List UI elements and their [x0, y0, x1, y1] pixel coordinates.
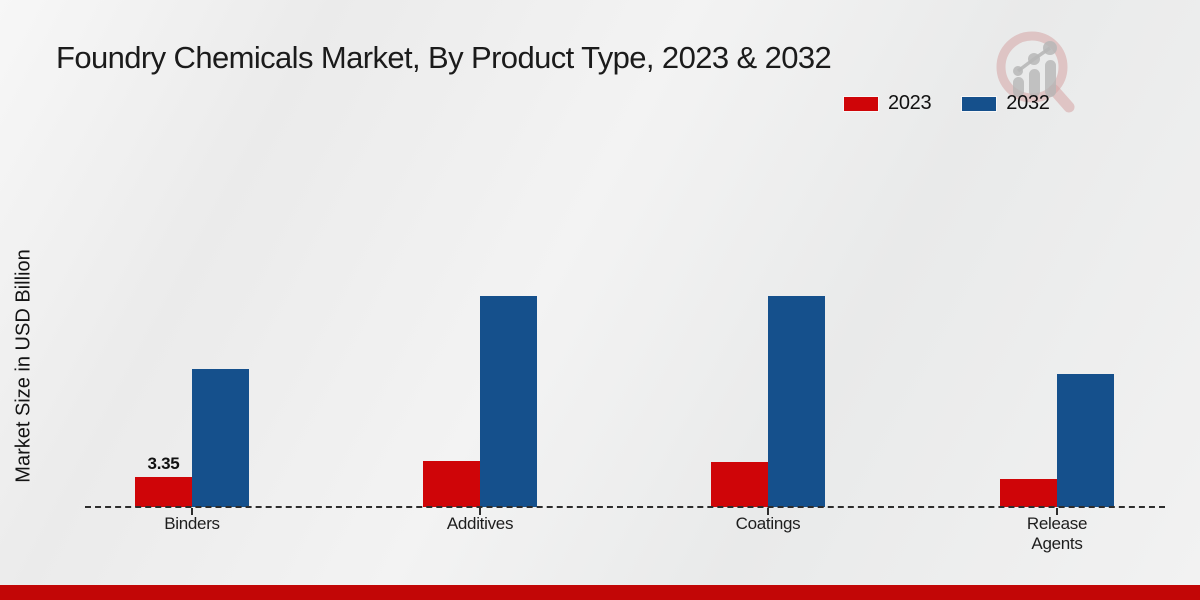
- legend: 2023 2032: [843, 92, 1050, 115]
- legend-label-2032: 2032: [1006, 92, 1050, 114]
- bar-2032-binders: [192, 369, 249, 507]
- bar-2032-release-agents: [1057, 374, 1114, 507]
- legend-item-2032: 2032: [961, 92, 1050, 115]
- legend-swatch-2023: [843, 95, 879, 112]
- category-label-release-agents: Release Agents: [1026, 514, 1088, 554]
- x-axis-baseline: [85, 506, 1165, 508]
- legend-label-2023: 2023: [888, 92, 932, 114]
- x-axis-tick: [767, 508, 769, 515]
- category-label-coatings: Coatings: [735, 514, 801, 533]
- bar-2023-release-agents: [1000, 479, 1057, 507]
- chart-title: Foundry Chemicals Market, By Product Typ…: [56, 40, 832, 75]
- bar-value-label-2023-binders: 3.35: [147, 454, 180, 473]
- bar-2032-coatings: [768, 296, 825, 507]
- bar-chart-magnifier-logo: [992, 27, 1080, 115]
- category-label-additives: Additives: [446, 514, 514, 533]
- category-label-binders: Binders: [164, 514, 220, 533]
- legend-item-2023: 2023: [843, 92, 932, 115]
- bar-2023-coatings: [711, 462, 768, 507]
- footer-accent-bar: [0, 585, 1200, 600]
- x-axis-tick: [1056, 508, 1058, 515]
- x-axis-tick: [479, 508, 481, 515]
- x-axis-tick: [191, 508, 193, 515]
- legend-swatch-2032: [961, 95, 998, 112]
- bar-2023-additives: [423, 461, 480, 507]
- bar-2023-binders: [135, 477, 192, 507]
- bar-2032-additives: [480, 296, 537, 507]
